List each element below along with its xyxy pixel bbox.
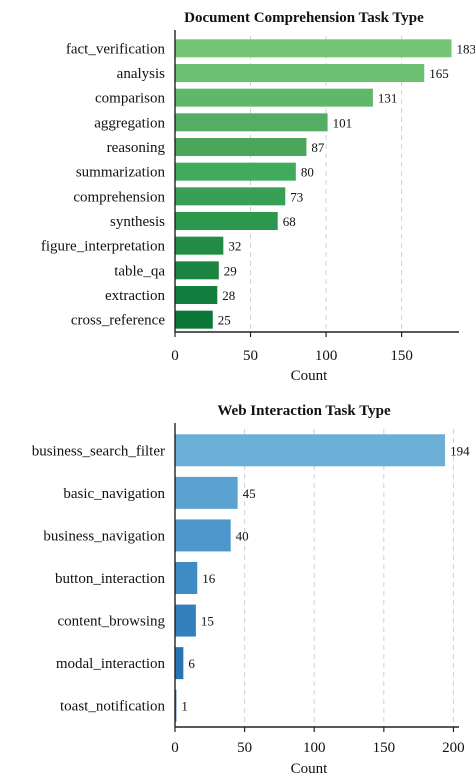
value-label: 165: [429, 66, 449, 81]
bar-comprehension: [175, 187, 286, 206]
value-label: 32: [228, 239, 241, 254]
bar-summarization: [175, 162, 296, 181]
bar-table-qa: [175, 261, 219, 280]
x-axis-label: Count: [291, 368, 329, 384]
value-label: 131: [378, 91, 398, 106]
value-label: 29: [224, 263, 237, 278]
value-label: 1: [181, 699, 188, 714]
value-label: 68: [283, 214, 296, 229]
bar-analysis: [175, 64, 425, 82]
category-label: button_interaction: [55, 571, 165, 587]
x-axis-label: Count: [291, 761, 329, 777]
bar-basic-navigation: [175, 476, 238, 509]
category-label: comprehension: [73, 189, 165, 205]
chart-title: Document Comprehension Task Type: [184, 10, 424, 26]
category-label: figure_interpretation: [41, 239, 166, 255]
bar-figure-interpretation: [175, 236, 224, 255]
value-label: 45: [243, 486, 256, 501]
x-tick-label: 0: [171, 740, 179, 756]
value-label: 101: [333, 115, 353, 130]
category-label: analysis: [117, 66, 165, 82]
category-label: reasoning: [107, 140, 166, 156]
value-label: 80: [301, 165, 314, 180]
x-tick-label: 150: [390, 348, 413, 364]
bar-modal-interaction: [175, 647, 184, 680]
x-tick-label: 0: [171, 348, 179, 364]
chart-2: Web Interaction Task Type business_search…: [32, 403, 470, 777]
category-label: basic_navigation: [63, 486, 165, 502]
value-label: 28: [222, 288, 235, 303]
bar-cross-reference: [175, 310, 213, 329]
bar-business-navigation: [175, 519, 231, 552]
bar-comparison: [175, 88, 373, 107]
x-tick-label: 200: [442, 740, 465, 756]
x-tick-label: 150: [373, 740, 396, 756]
x-tick-label: 100: [315, 348, 338, 364]
category-label: cross_reference: [71, 313, 165, 329]
category-label: synthesis: [110, 214, 165, 230]
category-label: content_browsing: [58, 614, 166, 630]
value-label: 183: [456, 41, 475, 56]
category-label: summarization: [76, 165, 166, 181]
bar-content-browsing: [175, 604, 196, 637]
value-label: 194: [450, 443, 470, 458]
bar-button-interaction: [175, 562, 198, 594]
bar-business-search-filter: [175, 434, 446, 467]
value-label: 25: [218, 313, 231, 328]
category-label: fact_verification: [66, 41, 166, 57]
category-label: business_navigation: [43, 528, 165, 544]
category-label: business_search_filter: [32, 443, 165, 459]
category-label: comparison: [95, 91, 165, 107]
chart-1: Document Comprehension Task Type fact_ver…: [41, 10, 475, 384]
value-label: 15: [201, 614, 214, 629]
category-label: toast_notification: [60, 699, 165, 715]
value-label: 16: [202, 571, 216, 586]
value-label: 6: [188, 656, 195, 671]
bar-synthesis: [175, 212, 278, 230]
x-tick-label: 100: [303, 740, 326, 756]
value-label: 73: [290, 189, 303, 204]
bar-extraction: [175, 286, 218, 304]
value-label: 87: [311, 140, 325, 155]
x-tick-label: 50: [237, 740, 252, 756]
category-label: aggregation: [94, 115, 165, 131]
bar-fact-verification: [175, 39, 452, 58]
category-label: modal_interaction: [56, 656, 166, 672]
bar-aggregation: [175, 113, 328, 132]
bar-reasoning: [175, 138, 307, 156]
value-label: 40: [236, 528, 249, 543]
chart-title: Web Interaction Task Type: [217, 403, 391, 419]
category-label: extraction: [105, 288, 165, 304]
category-label: table_qa: [114, 263, 165, 279]
x-tick-label: 50: [243, 348, 258, 364]
